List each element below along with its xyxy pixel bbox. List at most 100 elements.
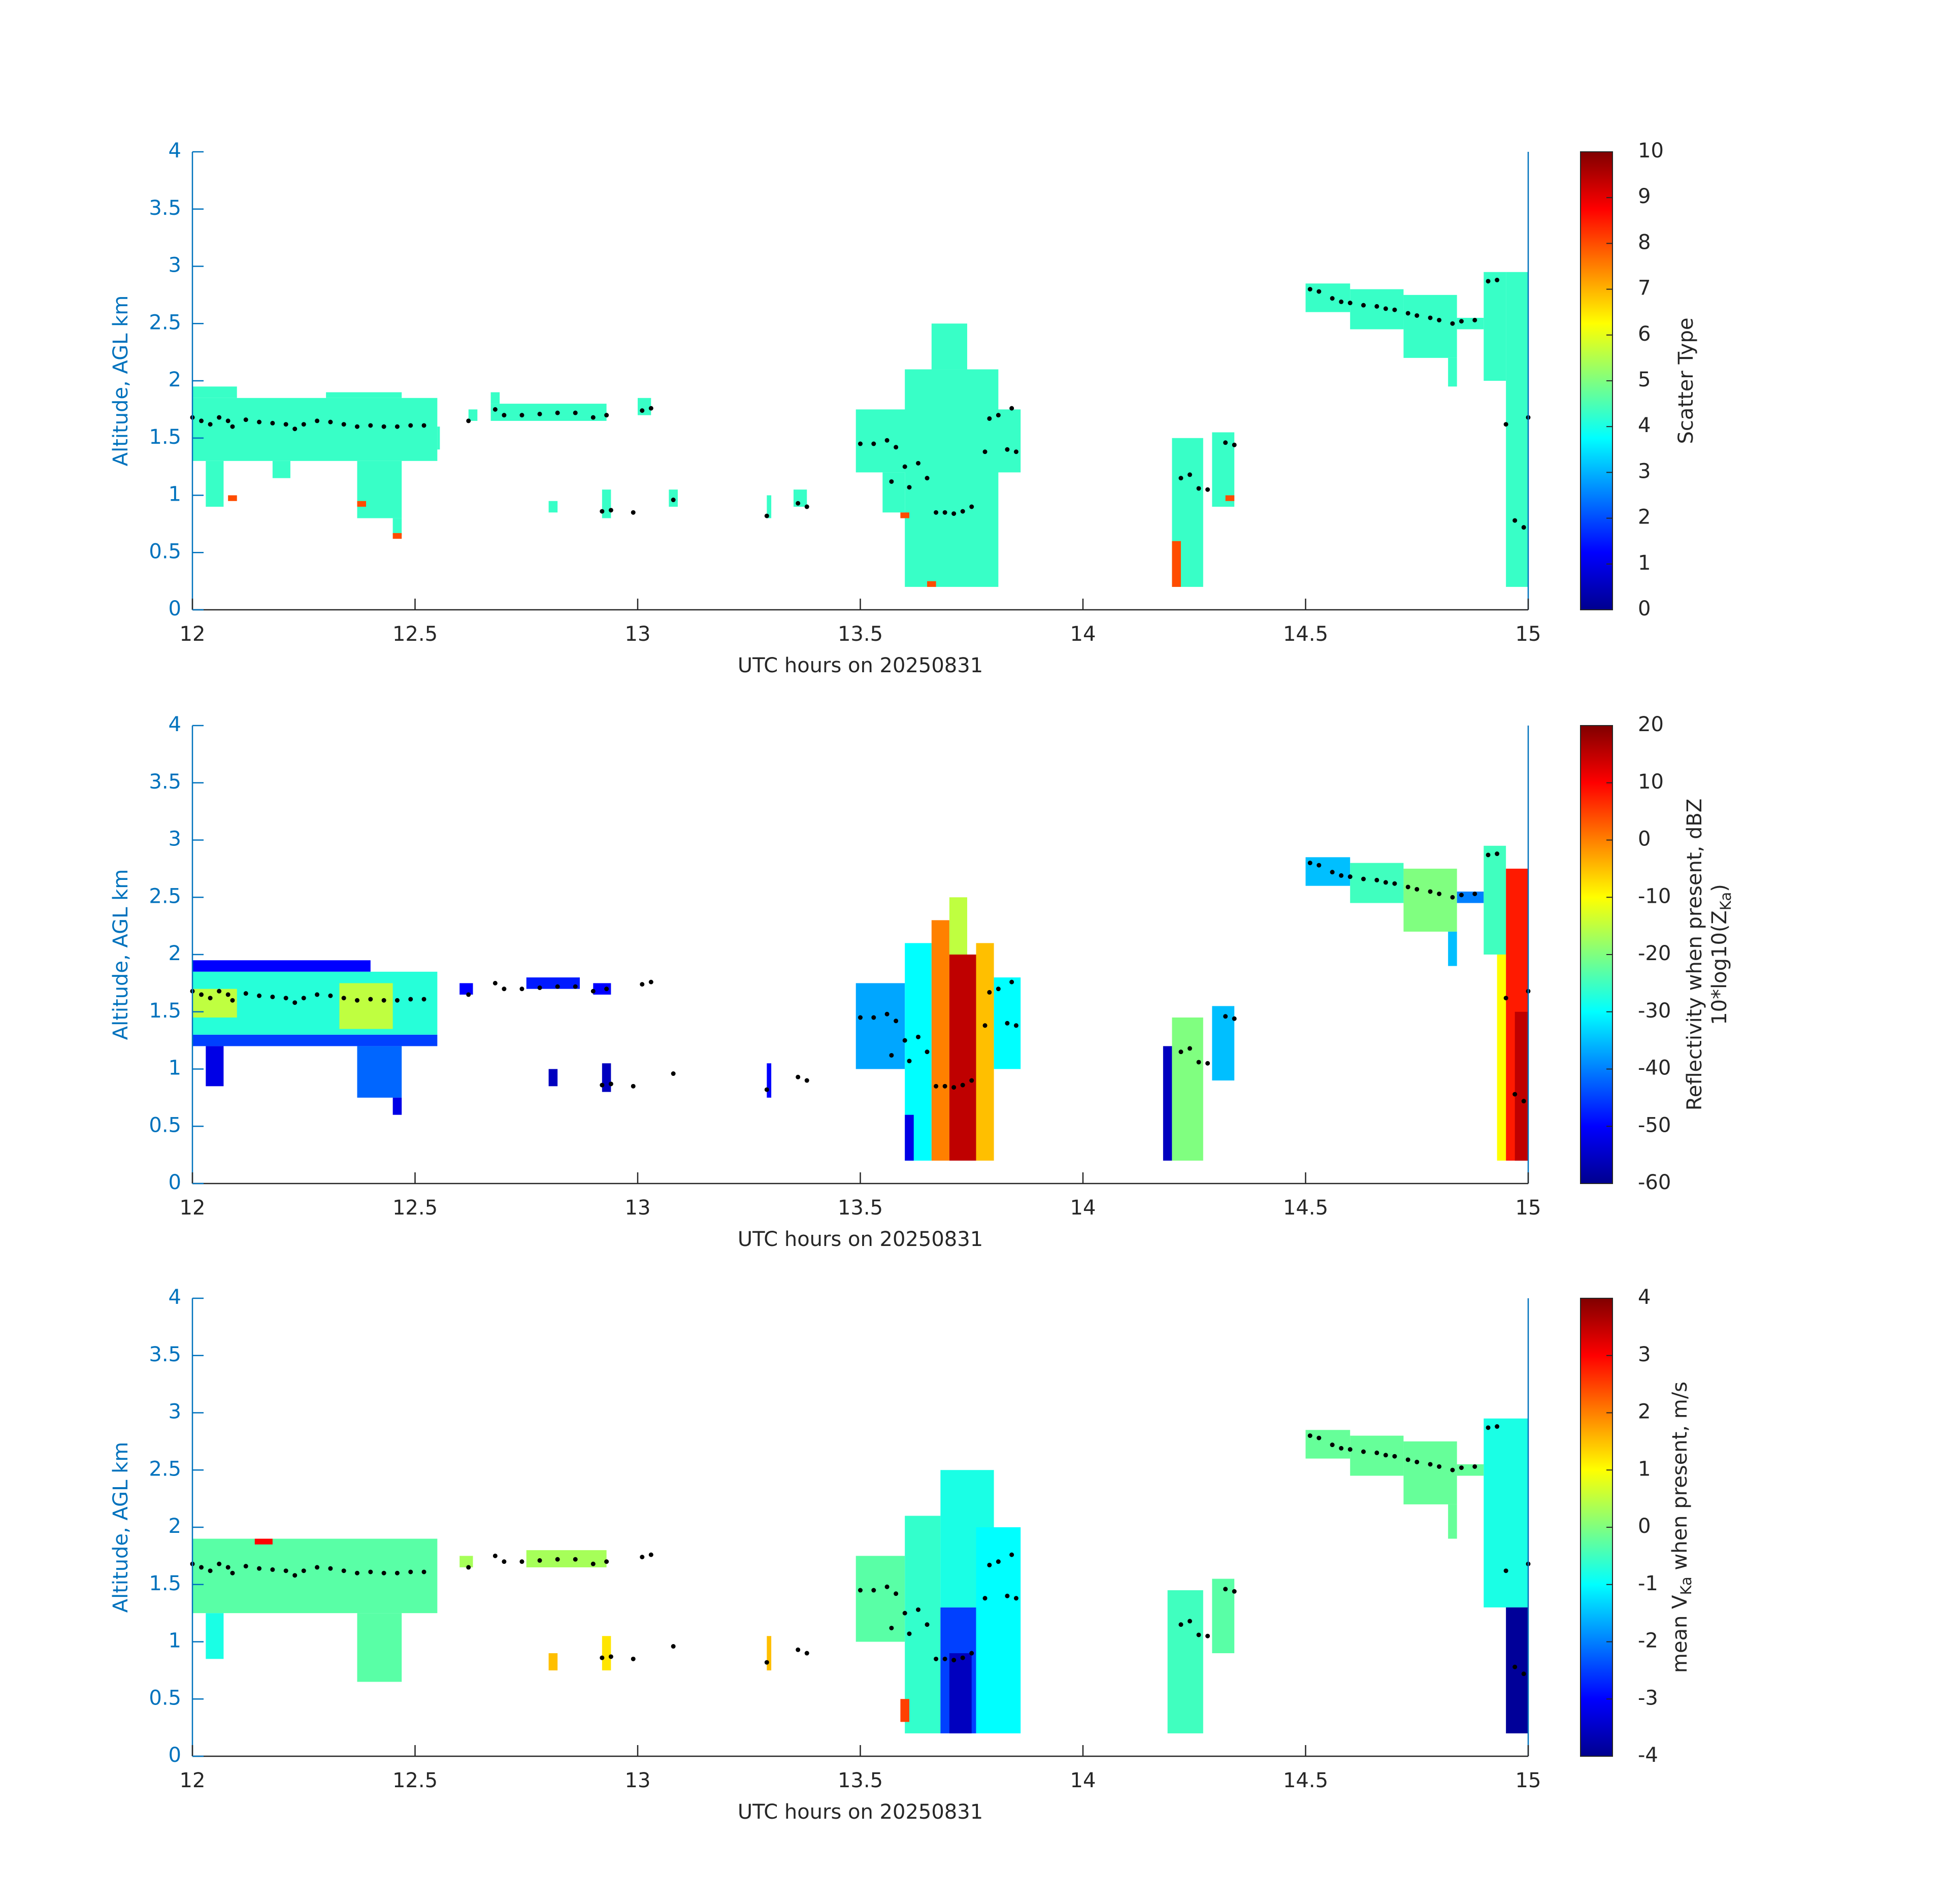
overlay-dot [1187, 472, 1192, 477]
overlay-dot [916, 461, 921, 466]
cell [254, 1538, 273, 1545]
overlay-dot [907, 1631, 912, 1636]
overlay-dot [1392, 1454, 1397, 1459]
x-tick-label: 12 [180, 622, 206, 646]
overlay-dot [1339, 299, 1344, 304]
overlay-dot [1232, 1016, 1237, 1021]
cell [905, 1114, 914, 1161]
cell [357, 1046, 402, 1098]
y-tick-label: 4 [169, 1286, 181, 1309]
cell [459, 1556, 473, 1567]
overlay-dot [1503, 1568, 1508, 1573]
cell [468, 409, 478, 421]
cell [490, 392, 500, 404]
overlay-dot [631, 1656, 636, 1661]
overlay-dot [315, 1565, 320, 1570]
overlay-dot [502, 1559, 507, 1564]
cell [1484, 272, 1506, 381]
overlay-dot [1459, 893, 1464, 898]
overlay-dot [804, 1078, 809, 1083]
overlay-dot [354, 1570, 359, 1575]
cell [392, 533, 402, 539]
y-tick-label: 2 [169, 368, 181, 391]
overlay-dot [199, 1565, 204, 1570]
overlay-dot [217, 989, 222, 994]
overlay-dot [1486, 279, 1491, 284]
colorbar-tick-label: 4 [1638, 414, 1651, 437]
cell [976, 1527, 1021, 1733]
overlay-dot [1495, 851, 1500, 857]
overlay-dot [1405, 1457, 1410, 1462]
overlay-dot [394, 998, 400, 1003]
overlay-dot [894, 1019, 899, 1024]
overlay-dot [1187, 1619, 1192, 1624]
overlay-dot [208, 996, 213, 1001]
overlay-dot [996, 413, 1001, 418]
overlay-dot [1459, 1465, 1464, 1470]
cell [767, 1063, 772, 1098]
overlay-dot [394, 1570, 400, 1575]
overlay-dot [354, 424, 359, 429]
overlay-dot [804, 1651, 809, 1656]
overlay-dot [1196, 486, 1201, 491]
overlay-dot [1013, 449, 1018, 454]
colorbar-tick-label: 1 [1638, 1457, 1651, 1481]
overlay-dot [1307, 861, 1312, 866]
cell [1167, 1590, 1203, 1733]
cell [437, 426, 440, 450]
cell [228, 495, 237, 501]
cell [548, 1069, 558, 1087]
cell [1212, 1006, 1235, 1081]
x-tick-label: 13.5 [838, 1196, 883, 1220]
overlay-dot [1450, 321, 1455, 326]
overlay-dot [969, 1078, 974, 1083]
cell [855, 1556, 905, 1642]
overlay-dot [537, 1558, 542, 1563]
cell [326, 392, 402, 398]
cell [1212, 1579, 1235, 1654]
y-tick-label: 1 [169, 1629, 181, 1653]
overlay-dot [960, 1655, 965, 1660]
overlay-dot [925, 1049, 930, 1055]
overlay-dot [640, 982, 645, 987]
overlay-dot [341, 1568, 346, 1573]
overlay-dot [270, 1567, 275, 1572]
overlay-dot [1374, 304, 1379, 309]
cell [767, 495, 772, 518]
overlay-dot [1330, 870, 1335, 875]
overlay-dot [640, 408, 645, 413]
overlay-dot [292, 426, 298, 432]
overlay-dot [537, 411, 542, 416]
overlay-dot [608, 508, 613, 513]
overlay-dot [217, 415, 222, 420]
overlay-dot [1205, 487, 1210, 492]
overlay-dot [1361, 303, 1366, 308]
x-tick-label: 14.5 [1283, 622, 1328, 646]
colorbar-tick-label: -60 [1638, 1171, 1671, 1194]
cell [1305, 857, 1351, 886]
y-tick-label: 0.5 [149, 1686, 181, 1710]
overlay-dot [315, 418, 320, 423]
overlay-dot [969, 504, 974, 509]
x-tick-label: 14.5 [1283, 1769, 1328, 1792]
overlay-dot [951, 511, 957, 516]
overlay-dot [764, 1087, 769, 1092]
overlay-dot [1512, 1092, 1518, 1097]
overlay-dot [466, 992, 471, 997]
overlay-dot [925, 476, 930, 481]
y-tick-label: 0.5 [149, 540, 181, 563]
colorbar-tick-label: 3 [1638, 459, 1651, 483]
overlay-dot [934, 1084, 939, 1089]
cell [882, 472, 905, 513]
overlay-dot [804, 504, 809, 509]
overlay-dot [1405, 311, 1410, 316]
label-part: mean V [1668, 1595, 1692, 1673]
overlay-dot [1437, 1464, 1442, 1469]
overlay-dot [604, 413, 609, 418]
y-tick-label: 3 [169, 254, 181, 277]
overlay-dot [283, 996, 288, 1001]
colorbar-tick-label: 0 [1638, 597, 1651, 620]
overlay-dot [1428, 315, 1433, 320]
overlay-dot [421, 423, 426, 428]
colorbar-tick-label: 2 [1638, 506, 1651, 529]
